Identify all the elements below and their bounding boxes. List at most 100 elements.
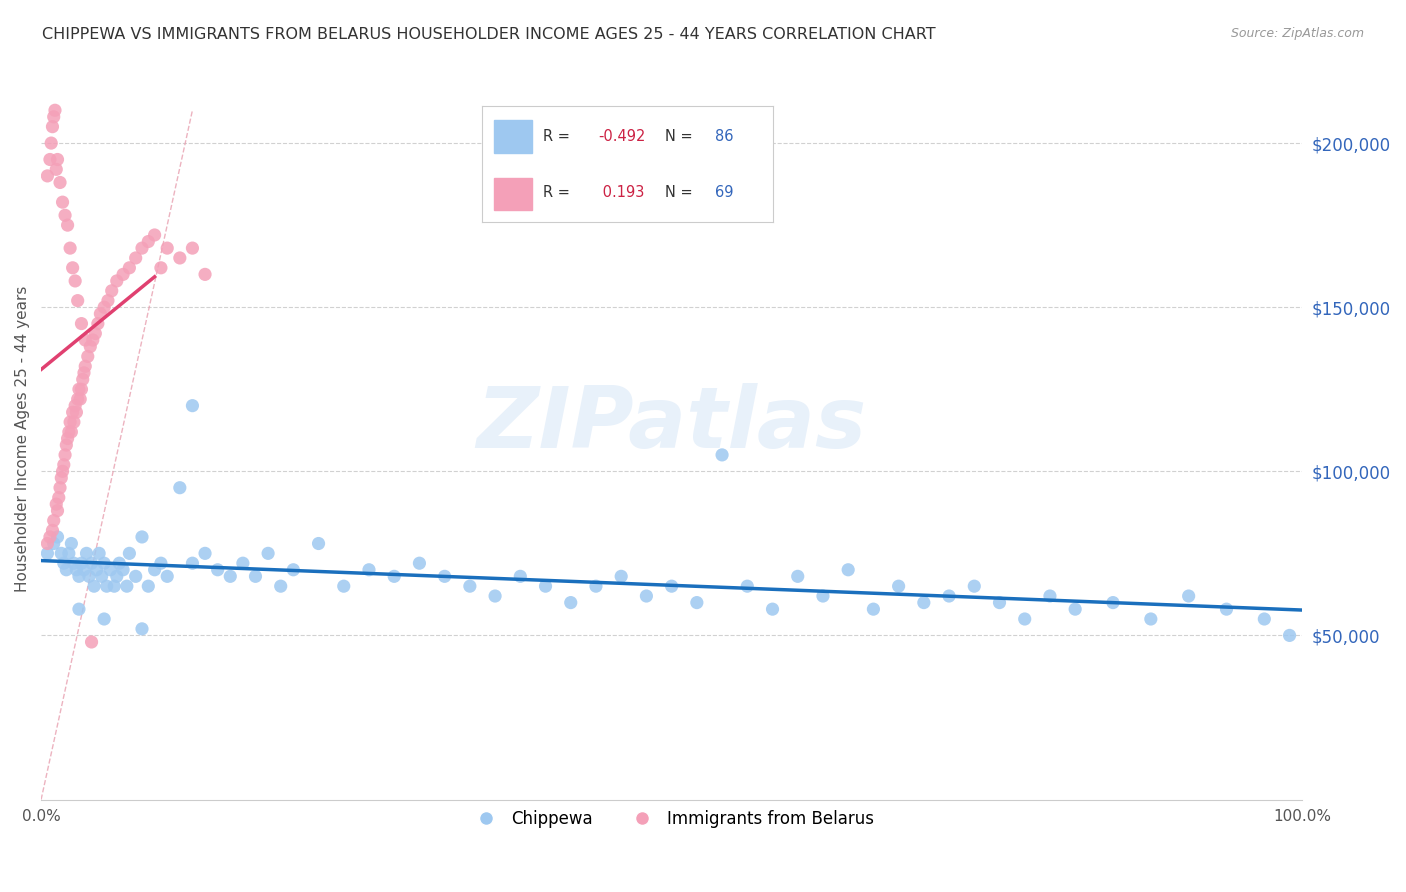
Point xyxy=(382,569,405,583)
Point xyxy=(156,241,179,255)
Point xyxy=(66,293,89,308)
Point xyxy=(46,153,69,167)
Point xyxy=(560,596,582,610)
Point xyxy=(169,481,191,495)
Point xyxy=(46,530,69,544)
Point xyxy=(75,333,97,347)
Point xyxy=(73,563,96,577)
Point xyxy=(112,563,135,577)
Point xyxy=(52,458,75,472)
Point xyxy=(59,241,82,255)
Point xyxy=(219,569,242,583)
Point xyxy=(232,556,254,570)
Y-axis label: Householder Income Ages 25 - 44 years: Householder Income Ages 25 - 44 years xyxy=(15,285,30,591)
Point xyxy=(39,136,62,150)
Point xyxy=(837,563,859,577)
Point xyxy=(51,195,73,210)
Point xyxy=(136,579,159,593)
Point xyxy=(181,399,204,413)
Point xyxy=(1140,612,1163,626)
Point xyxy=(194,546,217,560)
Point xyxy=(86,563,108,577)
Point xyxy=(963,579,986,593)
Point xyxy=(245,569,267,583)
Point xyxy=(149,260,172,275)
Point xyxy=(56,218,79,232)
Point xyxy=(45,162,67,177)
Point xyxy=(711,448,734,462)
Point xyxy=(1064,602,1087,616)
Point xyxy=(357,563,380,577)
Point xyxy=(100,284,122,298)
Point xyxy=(534,579,557,593)
Point xyxy=(53,448,76,462)
Point xyxy=(125,251,148,265)
Point xyxy=(100,563,122,577)
Text: Source: ZipAtlas.com: Source: ZipAtlas.com xyxy=(1230,27,1364,40)
Point xyxy=(93,556,115,570)
Point xyxy=(75,359,97,374)
Point xyxy=(70,556,93,570)
Point xyxy=(509,569,531,583)
Point xyxy=(1215,602,1237,616)
Point xyxy=(131,530,153,544)
Point xyxy=(131,241,153,255)
Point xyxy=(686,596,709,610)
Point xyxy=(1278,628,1301,642)
Point xyxy=(42,536,65,550)
Point xyxy=(39,530,62,544)
Point xyxy=(988,596,1011,610)
Text: ZIPatlas: ZIPatlas xyxy=(477,383,866,466)
Point xyxy=(42,110,65,124)
Point xyxy=(737,579,759,593)
Point xyxy=(484,589,506,603)
Point xyxy=(96,579,118,593)
Point xyxy=(1102,596,1125,610)
Point xyxy=(118,260,141,275)
Point xyxy=(67,569,90,583)
Point xyxy=(77,569,100,583)
Point xyxy=(42,514,65,528)
Text: CHIPPEWA VS IMMIGRANTS FROM BELARUS HOUSEHOLDER INCOME AGES 25 - 44 YEARS CORREL: CHIPPEWA VS IMMIGRANTS FROM BELARUS HOUS… xyxy=(42,27,936,42)
Point xyxy=(115,579,138,593)
Point xyxy=(60,425,83,439)
Point xyxy=(53,208,76,222)
Point xyxy=(149,556,172,570)
Point xyxy=(458,579,481,593)
Point xyxy=(103,579,125,593)
Point xyxy=(181,556,204,570)
Point xyxy=(169,251,191,265)
Point xyxy=(66,392,89,406)
Point xyxy=(62,260,84,275)
Point xyxy=(48,491,70,505)
Point xyxy=(76,350,98,364)
Point xyxy=(65,405,87,419)
Point xyxy=(408,556,430,570)
Point xyxy=(60,536,83,550)
Point xyxy=(67,382,90,396)
Point xyxy=(65,563,87,577)
Point xyxy=(55,563,77,577)
Point xyxy=(433,569,456,583)
Point xyxy=(143,227,166,242)
Point xyxy=(51,464,73,478)
Point xyxy=(90,569,112,583)
Point xyxy=(194,268,217,282)
Point xyxy=(79,340,101,354)
Point xyxy=(636,589,658,603)
Point xyxy=(283,563,305,577)
Point xyxy=(70,382,93,396)
Point xyxy=(52,556,75,570)
Point xyxy=(207,563,229,577)
Point xyxy=(56,432,79,446)
Point xyxy=(131,622,153,636)
Point xyxy=(45,497,67,511)
Point xyxy=(80,635,103,649)
Point xyxy=(55,438,77,452)
Point xyxy=(912,596,935,610)
Point xyxy=(76,546,98,560)
Point xyxy=(80,556,103,570)
Point xyxy=(69,392,91,406)
Point xyxy=(59,415,82,429)
Point xyxy=(1253,612,1275,626)
